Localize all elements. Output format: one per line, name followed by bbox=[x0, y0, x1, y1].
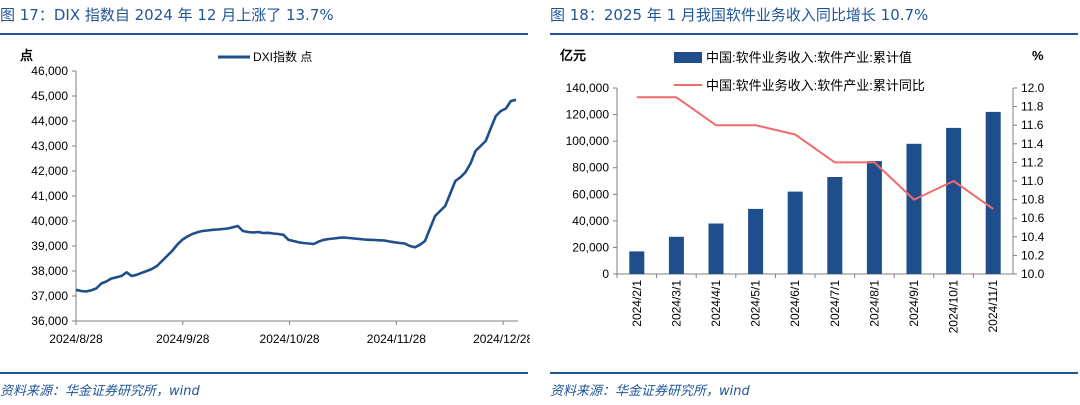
right-x-tick-label: 2024/2/1 bbox=[630, 280, 644, 327]
right-right-tick-label: 10.0 bbox=[1021, 267, 1045, 281]
revenue-bar bbox=[708, 223, 724, 274]
right-x-tick-label: 2024/10/1 bbox=[947, 280, 961, 334]
right-x-tick-label: 2024/6/1 bbox=[788, 280, 802, 327]
right-left-tick-label: 0 bbox=[602, 267, 609, 281]
right-legend-bar-label: 中国:软件业务收入:软件产业:累计值 bbox=[706, 50, 912, 65]
dxi-line-chart: 点 36,000 37,000 38,000 39,000 40,000 41,000 42,… bbox=[20, 48, 530, 346]
revenue-bar bbox=[906, 143, 922, 274]
right-left-axis-label: 亿元 bbox=[560, 48, 586, 63]
right-chart-panel: 图 18：2025 年 1 月我国软件业务收入同比增长 10.7% 亿元% 0 20… bbox=[550, 0, 1080, 405]
right-x-tick-label: 2024/4/1 bbox=[709, 280, 723, 327]
right-right-tick-label: 10.6 bbox=[1021, 211, 1045, 225]
left-x-tick-label: 2024/8/28 bbox=[49, 332, 103, 346]
left-y-tick-label: 37,000 bbox=[31, 289, 68, 303]
right-left-tick-label: 60,000 bbox=[572, 187, 609, 201]
revenue-bar bbox=[827, 177, 843, 274]
right-right-tick-label: 11.8 bbox=[1021, 100, 1044, 114]
right-source-note: 资料来源：华金证券研究所，wind bbox=[550, 384, 750, 399]
right-x-tick-label: 2024/9/1 bbox=[907, 280, 921, 327]
left-chart-panel: 图 17：DIX 指数自 2024 年 12 月上涨了 13.7% 点 36,00… bbox=[0, 0, 530, 405]
right-legend-line-label: 中国:软件业务收入:软件产业:累计同比 bbox=[706, 78, 925, 93]
left-chart-title: 图 17：DIX 指数自 2024 年 12 月上涨了 13.7% bbox=[0, 6, 334, 24]
right-bottom-rule bbox=[550, 372, 1078, 374]
left-y-tick-label: 40,000 bbox=[31, 214, 68, 228]
left-bottom-rule bbox=[0, 372, 528, 374]
right-right-axis-label: % bbox=[1032, 48, 1044, 63]
growth-series-line bbox=[636, 96, 994, 210]
right-right-tick-label: 11.6 bbox=[1021, 118, 1044, 132]
right-chart-title: 图 18：2025 年 1 月我国软件业务收入同比增长 10.7% bbox=[550, 6, 929, 24]
right-left-tick-label: 40,000 bbox=[572, 214, 609, 228]
right-left-tick-label: 80,000 bbox=[572, 161, 609, 175]
right-left-tick-label: 120,000 bbox=[566, 108, 610, 122]
dxi-series-line bbox=[75, 98, 517, 293]
right-x-tick-label: 2024/3/1 bbox=[669, 280, 683, 327]
revenue-bar bbox=[668, 236, 684, 274]
right-title-rule bbox=[550, 33, 1078, 35]
right-left-tick-label: 100,000 bbox=[566, 134, 610, 148]
right-x-tick-label: 2024/11/1 bbox=[986, 280, 1000, 333]
left-y-tick-label: 36,000 bbox=[31, 314, 68, 328]
left-y-tick-label: 42,000 bbox=[31, 164, 68, 178]
left-title-rule bbox=[0, 33, 528, 35]
right-right-tick-label: 11.2 bbox=[1021, 155, 1044, 169]
revenue-bar bbox=[985, 111, 1001, 275]
left-y-tick-label: 44,000 bbox=[31, 114, 68, 128]
left-legend-label: DXI指数 点 bbox=[253, 49, 312, 64]
right-right-tick-label: 12.0 bbox=[1021, 81, 1045, 95]
revenue-bar bbox=[866, 161, 882, 274]
revenue-bar bbox=[787, 191, 803, 274]
revenue-bar bbox=[629, 251, 645, 274]
left-y-tick-label: 45,000 bbox=[31, 89, 68, 103]
left-y-tick-label: 38,000 bbox=[31, 264, 68, 278]
right-left-tick-label: 140,000 bbox=[566, 81, 610, 95]
left-y-axis-label: 点 bbox=[20, 48, 33, 63]
right-legend-bar-swatch bbox=[674, 52, 702, 63]
right-right-tick-label: 10.8 bbox=[1021, 193, 1045, 207]
software-revenue-combo-chart: 亿元 % 0 20,000 40,000 60,000 80,000 100,000 120,0… bbox=[560, 48, 1045, 334]
right-right-tick-label: 11.4 bbox=[1021, 137, 1044, 151]
left-x-tick-label: 2024/12/28 bbox=[473, 332, 530, 346]
revenue-bar bbox=[946, 127, 962, 275]
left-x-tick-label: 2024/10/28 bbox=[260, 332, 320, 346]
right-right-tick-label: 11.0 bbox=[1021, 174, 1044, 188]
left-y-tick-label: 41,000 bbox=[31, 189, 68, 203]
right-x-tick-label: 2024/7/1 bbox=[828, 280, 842, 327]
left-source-note: 资料来源：华金证券研究所，wind bbox=[0, 384, 200, 399]
right-x-tick-label: 2024/8/1 bbox=[867, 280, 881, 327]
revenue-bar bbox=[748, 208, 764, 274]
left-y-tick-label: 46,000 bbox=[31, 64, 68, 78]
left-y-tick-label: 39,000 bbox=[31, 239, 68, 253]
left-x-tick-label: 2024/11/28 bbox=[367, 332, 426, 346]
left-x-tick-label: 2024/9/28 bbox=[156, 332, 210, 346]
left-y-tick-label: 43,000 bbox=[31, 139, 68, 153]
right-x-tick-label: 2024/5/1 bbox=[749, 280, 763, 327]
right-right-tick-label: 10.2 bbox=[1021, 248, 1045, 262]
right-left-tick-label: 20,000 bbox=[572, 240, 609, 254]
right-right-tick-label: 10.4 bbox=[1021, 230, 1045, 244]
